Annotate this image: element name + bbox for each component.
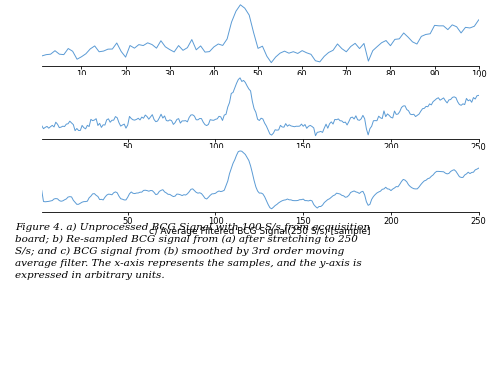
X-axis label: b) Stretched Raw BCG Signal(250 S/s) [sample]: b) Stretched Raw BCG Signal(250 S/s) [sa…: [153, 154, 367, 163]
X-axis label: a) Raw BCG Signal(100 S/s) [sample]: a) Raw BCG Signal(100 S/s) [sample]: [177, 81, 344, 90]
Text: Figure 4. a) Unprocessed BCG Signal with 100 S/s from acquisition
board; b) Re-s: Figure 4. a) Unprocessed BCG Signal with…: [15, 223, 370, 280]
X-axis label: c) Average Filtered BCG Signal(250 S/s) [sample]: c) Average Filtered BCG Signal(250 S/s) …: [149, 227, 371, 236]
